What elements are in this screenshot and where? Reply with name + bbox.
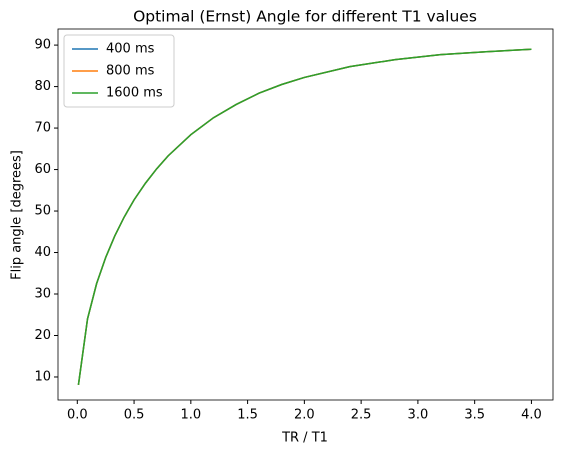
- x-tick-label: 4.0: [521, 408, 542, 423]
- legend-label: 800 ms: [106, 64, 155, 79]
- x-tick-label: 0.0: [67, 408, 88, 423]
- x-tick-label: 3.0: [408, 408, 429, 423]
- x-tick-label: 1.0: [180, 408, 201, 423]
- legend-label: 1600 ms: [106, 86, 163, 101]
- x-tick-label: 3.5: [464, 408, 485, 423]
- legend-box: [63, 34, 175, 108]
- y-tick-label: 10: [34, 369, 51, 384]
- y-tick-label: 90: [34, 38, 51, 53]
- chart-title: Optimal (Ernst) Angle for different T1 v…: [133, 8, 477, 26]
- plot-frame: [57, 28, 554, 401]
- x-tick-label: 2.5: [351, 408, 372, 423]
- y-tick-label: 50: [34, 204, 51, 219]
- y-tick-label: 30: [34, 287, 51, 302]
- legend-label: 400 ms: [106, 42, 155, 57]
- y-tick-label: 20: [34, 328, 51, 343]
- x-tick-label: 0.5: [124, 408, 145, 423]
- x-tick-label: 1.5: [237, 408, 258, 423]
- y-tick-label: 80: [34, 79, 51, 94]
- series-line: [77, 48, 532, 385]
- x-tick-label: 2.0: [294, 408, 315, 423]
- x-axis-label: TR / T1: [281, 431, 328, 446]
- y-tick-label: 40: [34, 245, 51, 260]
- y-tick-label: 60: [34, 162, 51, 177]
- y-tick-label: 70: [34, 121, 51, 136]
- y-axis-label: Flip angle [degrees]: [10, 150, 25, 280]
